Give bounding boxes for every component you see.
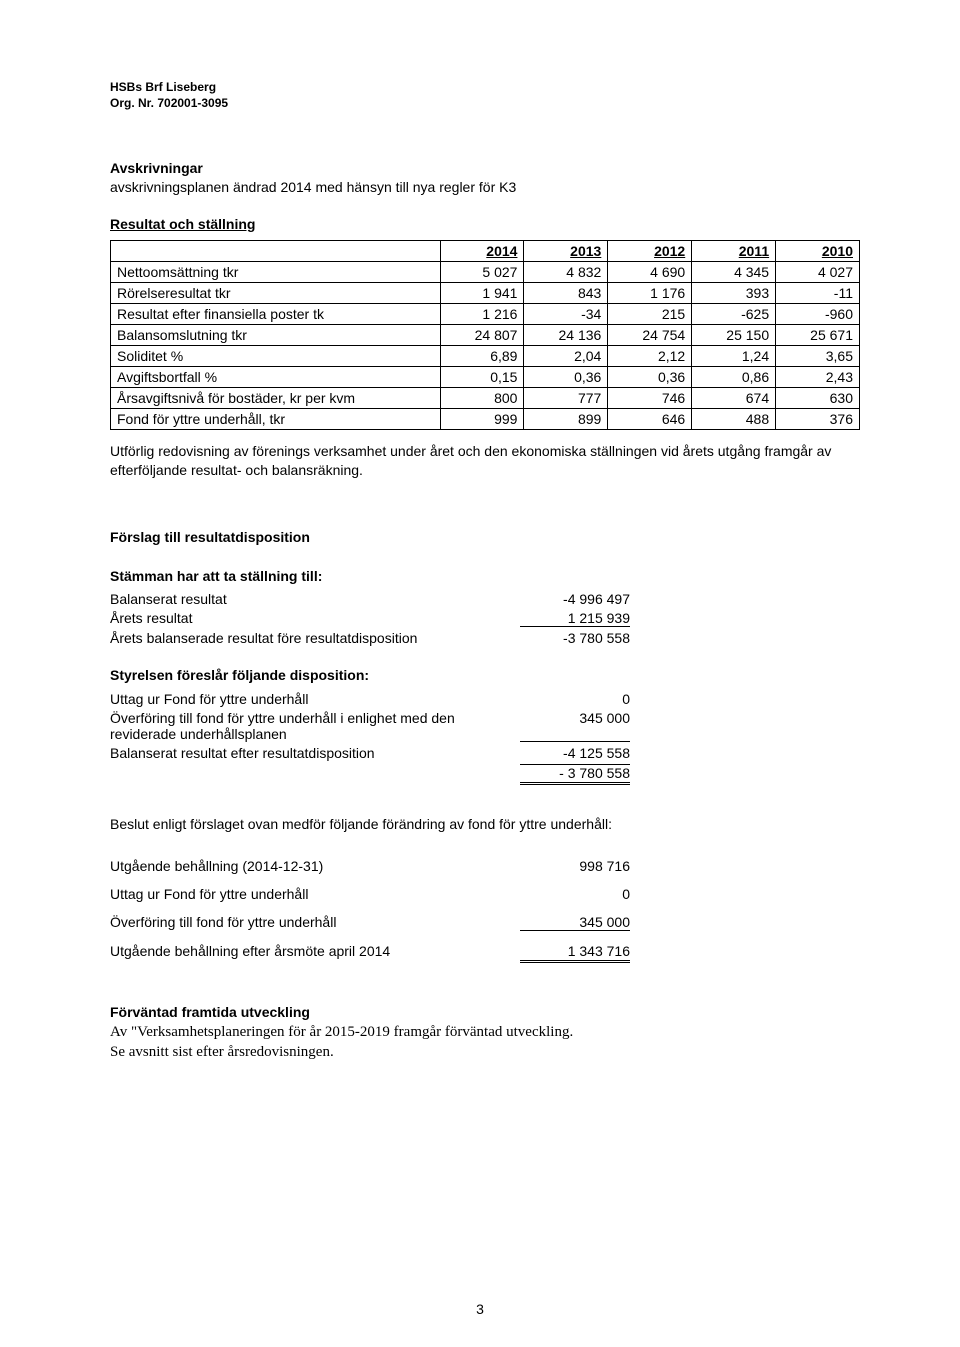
section-forslag: Förslag till resultatdisposition Stämman… — [110, 528, 860, 964]
cell-value: 646 — [608, 408, 692, 429]
cell-value: 0,36 — [524, 366, 608, 387]
cell-value: 376 — [776, 408, 860, 429]
cell-value: 4 027 — [776, 261, 860, 282]
row-label: Avgiftsbortfall % — [111, 366, 441, 387]
cell-value: 24 754 — [608, 324, 692, 345]
cell-value: -960 — [776, 303, 860, 324]
forvantad-line1: Av "Verksamhetsplaneringen för år 2015-2… — [110, 1022, 860, 1042]
table-header-row: 2014 2013 2012 2011 2010 — [111, 240, 860, 261]
cell-value: 2,04 — [524, 345, 608, 366]
section-forvantad: Förväntad framtida utveckling Av "Verksa… — [110, 1003, 860, 1062]
page-number: 3 — [0, 1301, 960, 1317]
forslag-sub1: Stämman har att ta ställning till: — [110, 567, 860, 586]
row-uttag-fond: Uttag ur Fond för yttre underhåll 0 — [110, 691, 860, 707]
org-name: HSBs Brf Liseberg — [110, 80, 860, 96]
cell-value: 1 176 — [608, 282, 692, 303]
row-arets-balanserade: Årets balanserade resultat före resultat… — [110, 630, 860, 646]
year-2013: 2013 — [524, 240, 608, 261]
cell-value: 5 027 — [440, 261, 524, 282]
forslag-rows3: Utgående behållning (2014-12-31) 998 716… — [110, 858, 860, 963]
row-label: Soliditet % — [111, 345, 441, 366]
table-row: Balansomslutning tkr24 80724 13624 75425… — [111, 324, 860, 345]
forslag-title: Förslag till resultatdisposition — [110, 528, 860, 547]
cell-value: 3,65 — [776, 345, 860, 366]
year-2014: 2014 — [440, 240, 524, 261]
forslag-rows2: Uttag ur Fond för yttre underhåll 0 Över… — [110, 691, 860, 785]
cell-value: 25 671 — [776, 324, 860, 345]
row-label: Årsavgiftsnivå för bostäder, kr per kvm — [111, 387, 441, 408]
cell-value: 488 — [692, 408, 776, 429]
avskrivningar-title: Avskrivningar — [110, 160, 203, 176]
row-overforing-2: Överföring till fond för yttre underhåll… — [110, 914, 860, 931]
cell-value: 630 — [776, 387, 860, 408]
cell-value: 0,36 — [608, 366, 692, 387]
row-balanserat-resultat: Balanserat resultat -4 996 497 — [110, 591, 860, 607]
table-row: Rörelseresultat tkr1 9418431 176393-11 — [111, 282, 860, 303]
section-resultat-stallning: Resultat och ställning 2014 2013 2012 20… — [110, 215, 860, 480]
row-overforing-fond: Överföring till fond för yttre underhåll… — [110, 710, 860, 742]
resultat-stallning-title: Resultat och ställning — [110, 215, 860, 234]
cell-value: -625 — [692, 303, 776, 324]
forslag-beslut: Beslut enligt förslaget ovan medför följ… — [110, 815, 860, 834]
cell-value: 1 941 — [440, 282, 524, 303]
cell-value: 0,86 — [692, 366, 776, 387]
row-label: Nettoomsättning tkr — [111, 261, 441, 282]
table-row: Resultat efter finansiella poster tk1 21… — [111, 303, 860, 324]
cell-value: 746 — [608, 387, 692, 408]
forslag-sub2: Styrelsen föreslår följande disposition: — [110, 666, 860, 685]
cell-value: -11 — [776, 282, 860, 303]
cell-value: 899 — [524, 408, 608, 429]
cell-value: 999 — [440, 408, 524, 429]
cell-value: 4 832 — [524, 261, 608, 282]
cell-value: 4 690 — [608, 261, 692, 282]
cell-value: 0,15 — [440, 366, 524, 387]
cell-value: -34 — [524, 303, 608, 324]
row-arets-resultat: Årets resultat 1 215 939 — [110, 610, 860, 627]
table-row: Fond för yttre underhåll, tkr99989964648… — [111, 408, 860, 429]
cell-value: 24 807 — [440, 324, 524, 345]
resultat-stallning-footnote: Utförlig redovisning av förenings verksa… — [110, 442, 860, 480]
cell-value: 800 — [440, 387, 524, 408]
cell-value: 1 216 — [440, 303, 524, 324]
forvantad-line2: Se avsnitt sist efter årsredovisningen. — [110, 1042, 860, 1062]
cell-value: 215 — [608, 303, 692, 324]
row-total: - 3 780 558 — [110, 764, 860, 785]
forvantad-title: Förväntad framtida utveckling — [110, 1003, 860, 1022]
cell-value: 2,43 — [776, 366, 860, 387]
row-utgaende-efter: Utgående behållning efter årsmöte april … — [110, 943, 860, 963]
cell-value: 2,12 — [608, 345, 692, 366]
forslag-rows1: Balanserat resultat -4 996 497 Årets res… — [110, 591, 860, 646]
header-blank — [111, 240, 441, 261]
row-label: Balansomslutning tkr — [111, 324, 441, 345]
doc-header: HSBs Brf Liseberg Org. Nr. 702001-3095 — [110, 80, 860, 111]
cell-value: 674 — [692, 387, 776, 408]
cell-value: 4 345 — [692, 261, 776, 282]
cell-value: 25 150 — [692, 324, 776, 345]
year-2010: 2010 — [776, 240, 860, 261]
row-label: Fond för yttre underhåll, tkr — [111, 408, 441, 429]
row-utgaende-behallning: Utgående behållning (2014-12-31) 998 716 — [110, 858, 860, 874]
cell-value: 393 — [692, 282, 776, 303]
cell-value: 843 — [524, 282, 608, 303]
cell-value: 24 136 — [524, 324, 608, 345]
year-2011: 2011 — [692, 240, 776, 261]
cell-value: 1,24 — [692, 345, 776, 366]
resultat-stallning-table: 2014 2013 2012 2011 2010 Nettoomsättning… — [110, 240, 860, 430]
table-row: Soliditet %6,892,042,121,243,65 — [111, 345, 860, 366]
cell-value: 6,89 — [440, 345, 524, 366]
avskrivningar-text: avskrivningsplanen ändrad 2014 med hänsy… — [110, 178, 860, 197]
year-2012: 2012 — [608, 240, 692, 261]
row-label: Resultat efter finansiella poster tk — [111, 303, 441, 324]
row-uttag-fond-2: Uttag ur Fond för yttre underhåll 0 — [110, 886, 860, 902]
table-row: Nettoomsättning tkr5 0274 8324 6904 3454… — [111, 261, 860, 282]
section-avskrivningar: Avskrivningar avskrivningsplanen ändrad … — [110, 159, 860, 197]
row-balanserat-efter: Balanserat resultat efter resultatdispos… — [110, 745, 860, 761]
table-row: Avgiftsbortfall %0,150,360,360,862,43 — [111, 366, 860, 387]
org-number: Org. Nr. 702001-3095 — [110, 96, 860, 112]
row-label: Rörelseresultat tkr — [111, 282, 441, 303]
table-row: Årsavgiftsnivå för bostäder, kr per kvm8… — [111, 387, 860, 408]
cell-value: 777 — [524, 387, 608, 408]
